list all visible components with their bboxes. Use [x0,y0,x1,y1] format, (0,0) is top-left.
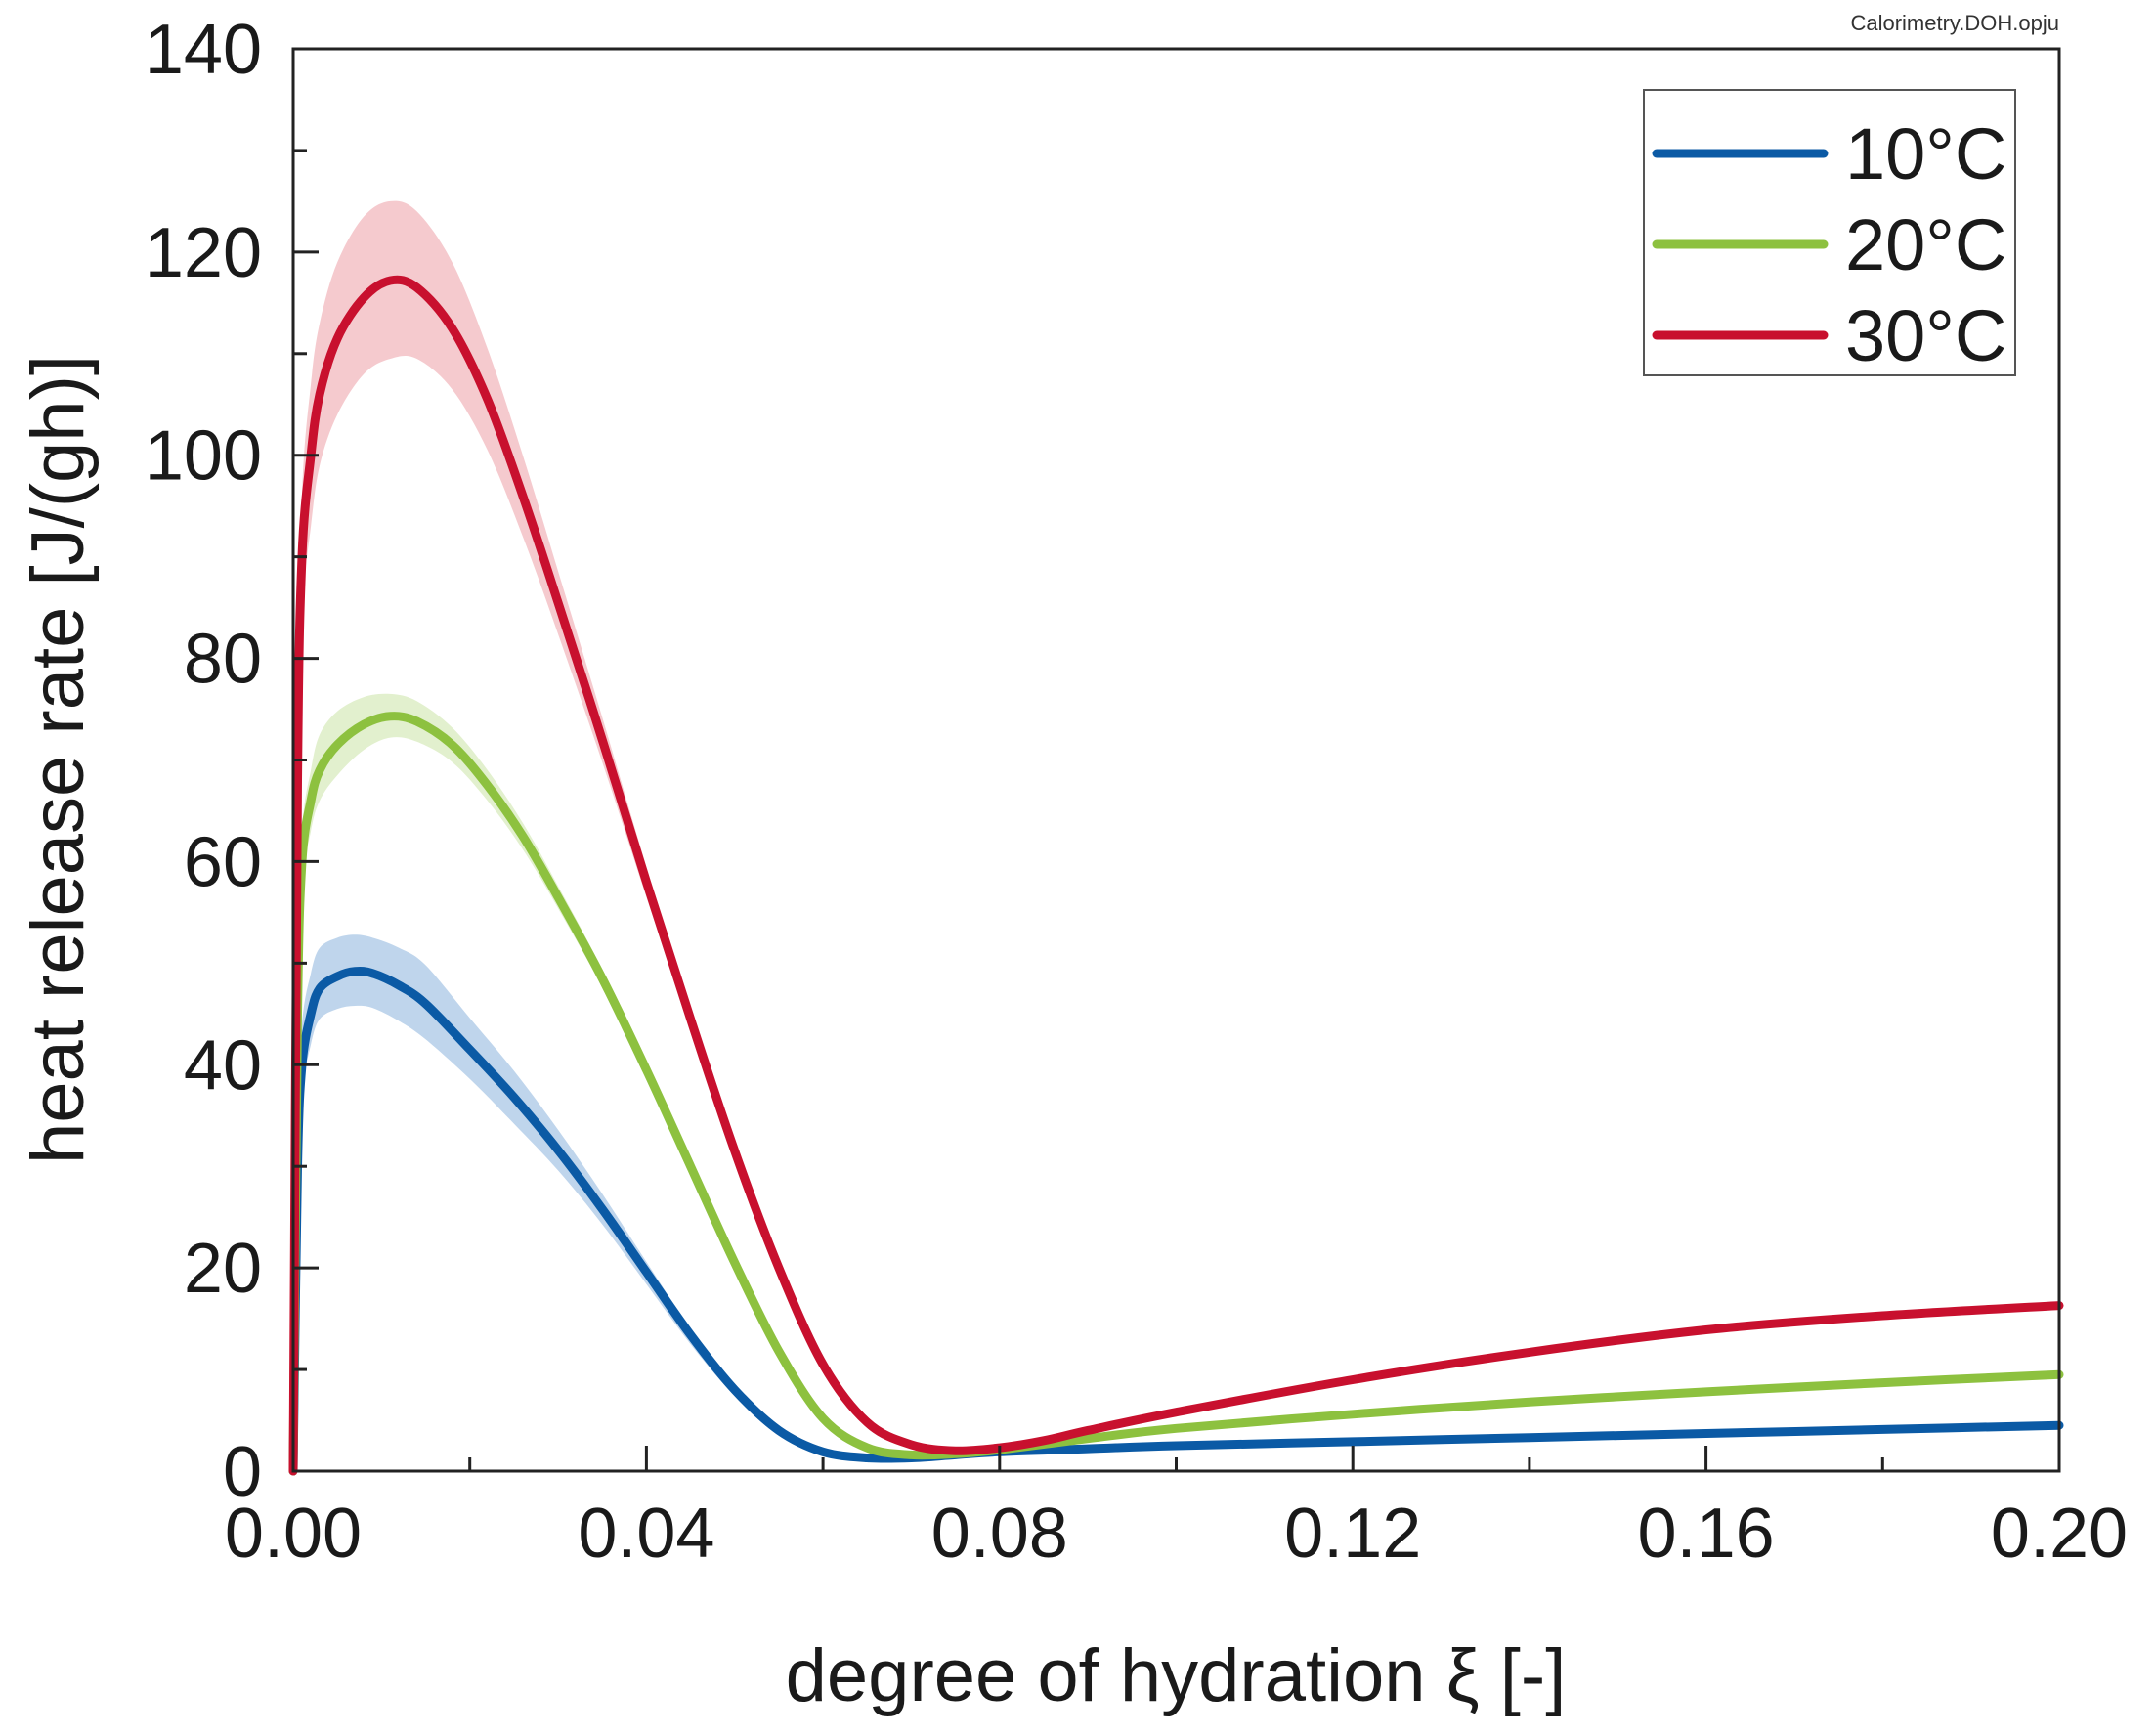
legend-label-3: 30°C [1845,295,2006,376]
line-series-1 [288,966,2064,1476]
y-axis-title: heat release rate [J/(gh)] [17,355,100,1164]
y-tick-label: 140 [145,11,262,89]
legend-label-2: 20°C [1845,204,2006,285]
y-tick-label: 20 [184,1230,262,1308]
y-tick-label: 120 [145,214,262,292]
x-tick-label: 0.12 [1284,1495,1421,1573]
series-lines [288,275,2064,1476]
x-tick-label: 0.16 [1638,1495,1775,1573]
y-tick-label: 100 [145,417,262,496]
x-tick-label: 0.08 [931,1495,1068,1573]
legend[interactable]: 10°C 20°C 30°C [1643,89,2016,376]
confidence-bands [293,200,2059,1471]
line-series-2 [288,712,2064,1476]
band-series-2 [293,693,2059,1471]
y-axis-ticks: 0 20 40 60 80 100 120 140 [145,11,319,1511]
band-series-3 [293,200,2059,1471]
legend-frame [1643,89,2016,376]
source-file-label: Calorimetry.DOH.opju [1850,11,2059,35]
line-series-3 [288,275,2064,1476]
x-tick-label: 0.00 [225,1495,362,1573]
y-tick-label: 60 [184,823,262,901]
y-tick-label: 0 [223,1433,262,1511]
legend-label-1: 10°C [1845,113,2006,195]
y-tick-label: 80 [184,621,262,699]
x-axis-ticks: 0.00 0.04 0.08 0.12 0.16 0.20 [225,1446,2128,1573]
y-tick-label: 40 [184,1026,262,1105]
x-axis-title: degree of hydration ξ [-] [786,1634,1567,1717]
x-tick-label: 0.04 [578,1495,714,1573]
x-tick-label: 0.20 [1991,1495,2128,1573]
